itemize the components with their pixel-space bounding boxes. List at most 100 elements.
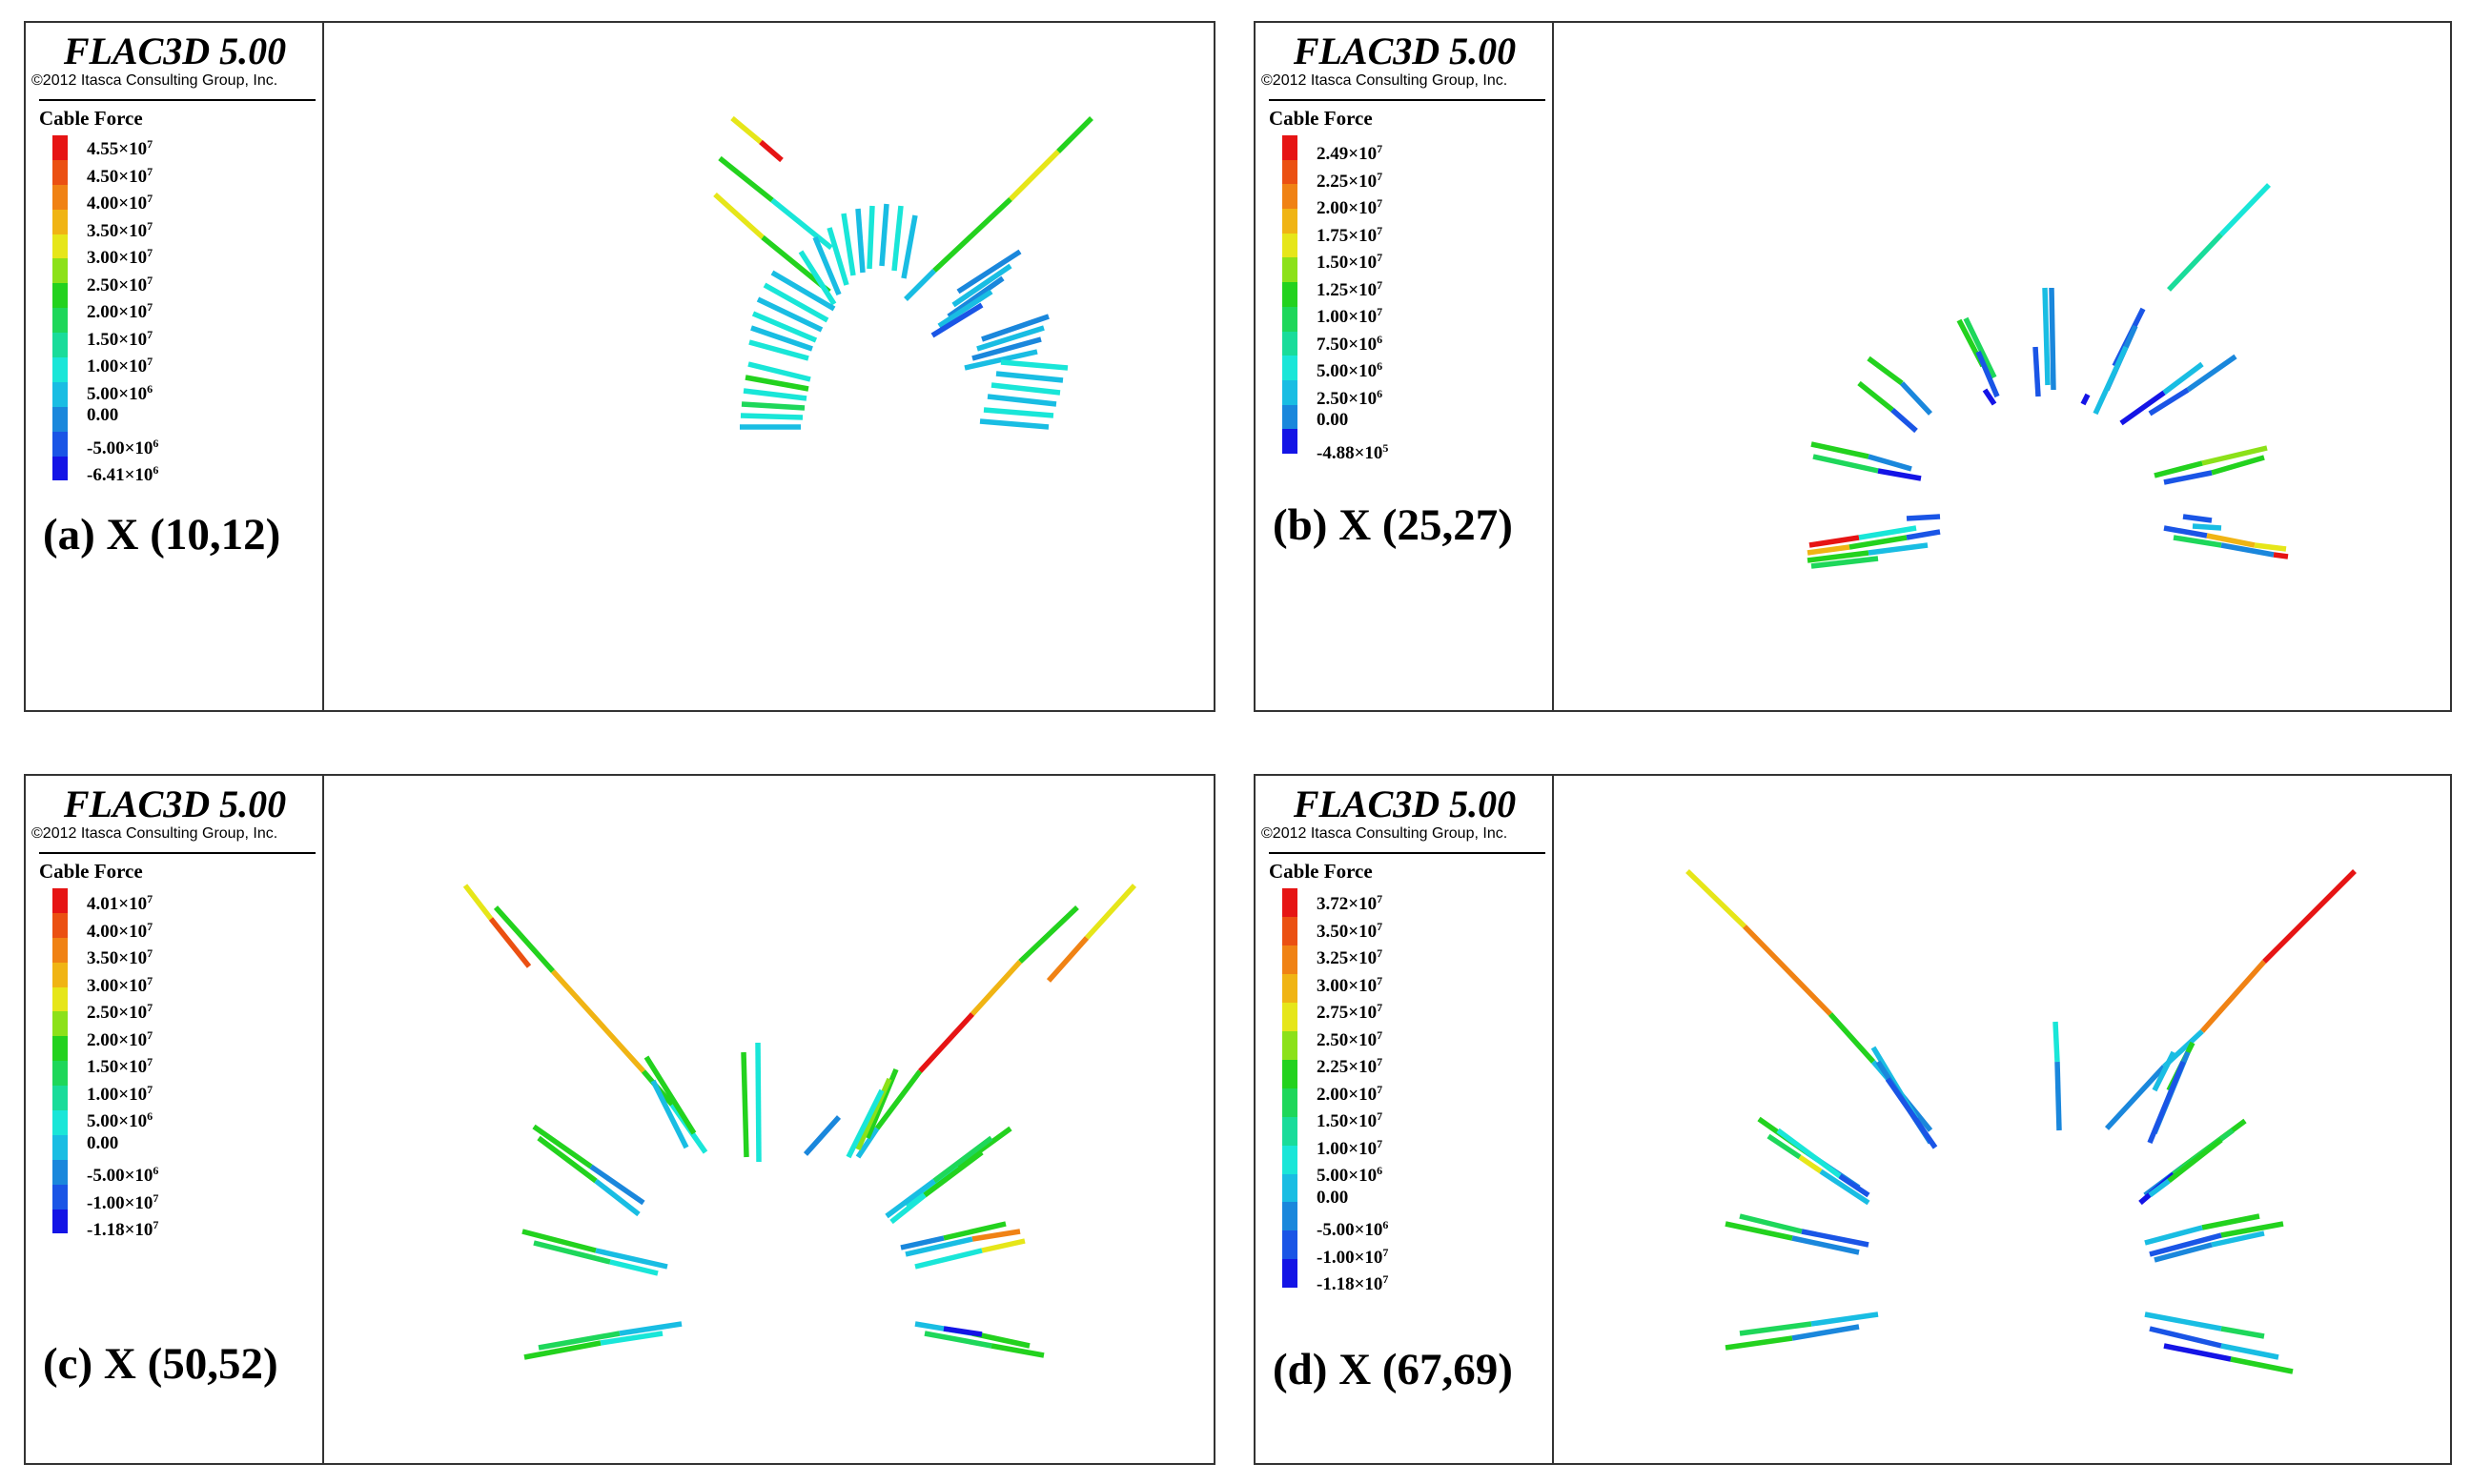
colorbar-segment xyxy=(52,1184,68,1210)
legend: FLAC3D 5.00 ©2012 Itasca Consulting Grou… xyxy=(26,776,324,1463)
colorbar-segment xyxy=(52,1110,68,1135)
colorbar-segment xyxy=(52,1159,68,1185)
colorbar-segment xyxy=(1282,888,1297,917)
legend-tick-label: 5.00×106 xyxy=(87,1109,153,1131)
cable xyxy=(755,1042,762,1163)
cable xyxy=(943,1326,983,1337)
legend-tick-label: 4.00×107 xyxy=(87,919,153,942)
cable xyxy=(751,311,818,343)
legend-tick-label: -6.41×106 xyxy=(87,463,159,485)
cable xyxy=(2042,287,2051,386)
cable xyxy=(855,208,866,274)
legend-tick-label: 3.50×107 xyxy=(87,946,153,968)
legend-tick-label: 3.50×107 xyxy=(1317,919,1383,942)
legend-tick-label: 3.00×107 xyxy=(87,246,153,268)
cable xyxy=(2182,514,2213,523)
colorbar-segment xyxy=(1282,331,1297,356)
colorbar-segment xyxy=(52,184,68,210)
legend-tick-label: 2.00×107 xyxy=(87,300,153,322)
cable xyxy=(1739,1213,1803,1234)
cable xyxy=(2162,361,2204,396)
legend-tick-label: 0.00 xyxy=(1317,410,1349,430)
software-title: FLAC3D 5.00 xyxy=(1293,30,1517,72)
legend-tick-label: 0.00 xyxy=(87,1132,119,1153)
cable xyxy=(2149,1232,2222,1257)
cable xyxy=(532,1124,593,1169)
panel-d: FLAC3D 5.00 ©2012 Itasca Consulting Grou… xyxy=(1254,774,2452,1465)
legend-tick-label: -1.18×107 xyxy=(87,1218,159,1240)
legend-title: Cable Force xyxy=(39,860,143,883)
legend-tick-label: 2.50×107 xyxy=(1317,1027,1383,1050)
copyright-text: ©2012 Itasca Consulting Group, Inc. xyxy=(31,825,278,842)
cable xyxy=(1791,1235,1860,1255)
cable xyxy=(1906,529,1941,540)
legend-tick-label: 2.00×107 xyxy=(87,1027,153,1050)
legend-tick-label: 1.50×107 xyxy=(87,327,153,350)
colorbar-segment xyxy=(52,1134,68,1160)
cable xyxy=(1791,1324,1860,1341)
cable xyxy=(995,371,1064,383)
colorbar-segment xyxy=(1282,209,1297,234)
cable xyxy=(589,1164,645,1206)
cable xyxy=(981,314,1050,342)
cable xyxy=(1828,1012,1876,1064)
legend-tick-label: 2.75×107 xyxy=(1317,1001,1383,1023)
cable xyxy=(462,884,494,921)
legend-tick-label: 2.00×107 xyxy=(1317,196,1383,218)
cable xyxy=(1858,525,1917,540)
legend-tick-label: 3.50×107 xyxy=(87,218,153,241)
colorbar-segment xyxy=(52,234,68,259)
legend-tick-label: 5.00×106 xyxy=(87,381,153,404)
cable-plot xyxy=(1807,183,2289,569)
cable xyxy=(1766,1133,1802,1160)
legend-tick-label: 0.00 xyxy=(87,405,119,425)
cable xyxy=(730,115,763,145)
cable xyxy=(609,1259,659,1276)
cable xyxy=(1975,350,2000,398)
cable xyxy=(885,1178,936,1219)
cable xyxy=(1808,535,1860,548)
legend-tick-label: 1.00×107 xyxy=(1317,305,1383,327)
colorbar-segment xyxy=(52,357,68,382)
legend-ticks: 3.72×107 3.50×107 3.25×107 3.00×107 2.75×107… xyxy=(1317,885,1388,1294)
cable xyxy=(979,418,1050,430)
colorbar-segment xyxy=(52,258,68,284)
colorbar xyxy=(52,135,68,481)
copyright-text: ©2012 Itasca Consulting Group, Inc. xyxy=(1261,825,1508,842)
cable xyxy=(798,250,837,306)
cable-plot xyxy=(462,884,1137,1360)
cable xyxy=(891,205,904,272)
cable xyxy=(1807,544,1850,556)
software-title: FLAC3D 5.00 xyxy=(63,783,287,825)
cable xyxy=(538,1331,621,1351)
cable xyxy=(1739,1321,1812,1336)
cable xyxy=(1857,380,1894,413)
colorbar-segment xyxy=(1282,159,1297,185)
cable xyxy=(1868,454,1912,472)
legend-tick-label: 3.00×107 xyxy=(1317,973,1383,996)
cable xyxy=(917,1012,975,1073)
cable xyxy=(947,275,1005,319)
cable xyxy=(770,270,836,312)
cable xyxy=(2049,287,2056,391)
cable xyxy=(924,1331,992,1349)
cable xyxy=(2163,470,2213,485)
colorbar-segment xyxy=(52,209,68,234)
colorbar-segment xyxy=(1282,945,1297,974)
legend-tick-label: 2.50×107 xyxy=(87,1001,153,1023)
legend-title: Cable Force xyxy=(39,107,143,130)
cable xyxy=(1776,1128,1842,1179)
cable xyxy=(740,413,804,420)
cable xyxy=(718,155,774,203)
colorbar-segment xyxy=(52,283,68,309)
legend-tick-label: 2.00×107 xyxy=(1317,1082,1383,1105)
colorbar-segment xyxy=(52,333,68,358)
cable xyxy=(748,339,809,361)
legend-tick-label: 4.00×107 xyxy=(87,192,153,213)
cable xyxy=(900,1235,945,1250)
cable xyxy=(2119,390,2166,426)
cable xyxy=(1084,884,1137,940)
colorbar-segment xyxy=(52,1036,68,1062)
colorbar-segment xyxy=(1282,379,1297,405)
colorbar-segment xyxy=(1282,282,1297,307)
